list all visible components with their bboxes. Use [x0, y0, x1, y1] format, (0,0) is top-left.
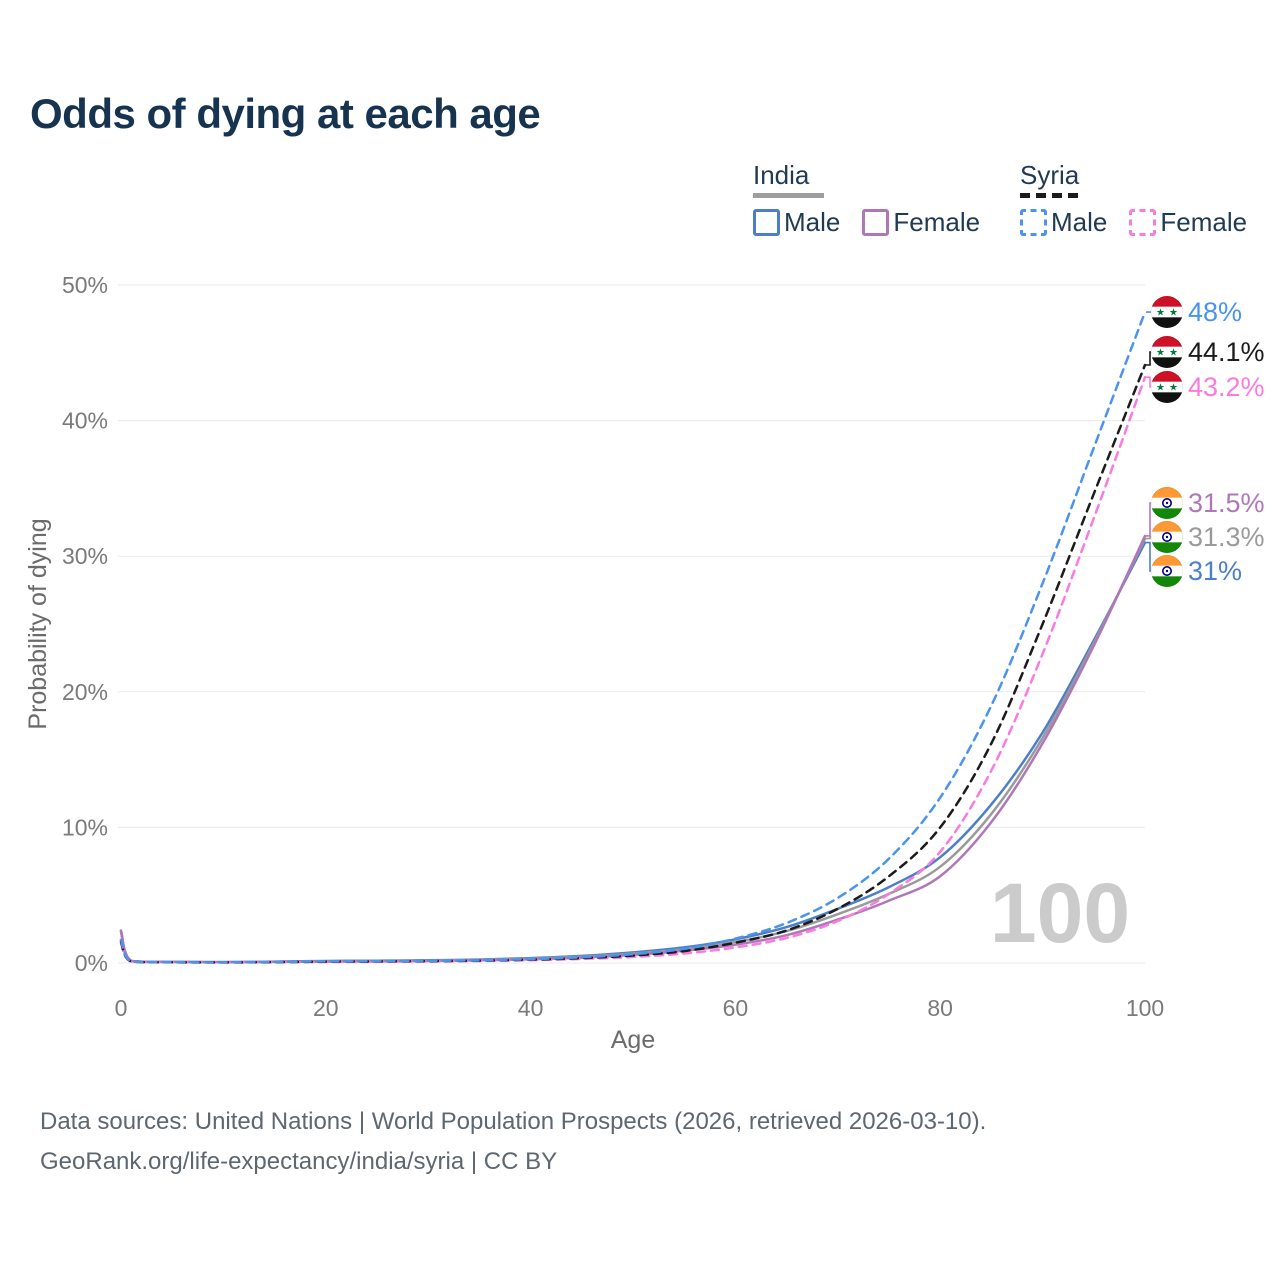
y-tick-label: 40%: [62, 408, 108, 434]
end-label-syria-female: 43.2%: [1188, 372, 1265, 402]
syria-star-glyph: ★: [1156, 308, 1165, 319]
series-line-syria-male: [119, 310, 1147, 964]
y-axis-label: Probability of dying: [24, 518, 52, 729]
y-tick-label: 10%: [62, 814, 108, 840]
legend-country-india[interactable]: India: [753, 160, 810, 190]
end-label-india-female: 31.5%: [1188, 488, 1265, 518]
syria-total-line-swatch: [1020, 193, 1078, 198]
ashoka-chakra-icon: [1162, 531, 1173, 542]
syria-flag-icon: ★ ★: [1151, 296, 1183, 328]
syria-flag-icon: ★ ★: [1151, 371, 1183, 403]
syria-flag-icon: ★ ★: [1151, 336, 1183, 368]
legend-label-syria-male: Male: [1051, 207, 1108, 237]
legend-label-syria-female: Female: [1160, 207, 1248, 237]
end-label-india-total: 31.3%: [1188, 522, 1265, 552]
x-tick-label: 60: [723, 995, 749, 1021]
x-axis-label: Age: [611, 1026, 655, 1054]
footer-attribution: GeoRank.org/life-expectancy/india/syria …: [40, 1148, 558, 1175]
legend-country-syria[interactable]: Syria: [1020, 160, 1080, 190]
y-tick-label: 20%: [62, 679, 108, 705]
legend-label-india-female: Female: [893, 207, 981, 237]
syria-star-glyph: ★: [1169, 308, 1178, 319]
legend-checkbox-india-female[interactable]: [862, 209, 890, 236]
page-title: Odds of dying at each age: [30, 90, 541, 137]
legend-checkbox-syria-female[interactable]: [1129, 209, 1157, 236]
india-flag-icon: [1151, 487, 1183, 519]
legend-checkbox-syria-male[interactable]: [1020, 209, 1047, 236]
x-tick-label: 0: [115, 995, 128, 1021]
ashoka-chakra-icon: [1162, 497, 1173, 508]
x-tick-label: 20: [313, 995, 339, 1021]
legend-checkbox-india-male[interactable]: [753, 209, 780, 236]
ashoka-chakra-icon: [1162, 565, 1173, 576]
x-tick-label: 80: [927, 995, 953, 1021]
india-flag-icon: [1151, 521, 1183, 553]
india-total-line-swatch: [753, 193, 824, 198]
end-label-syria-male: 48%: [1188, 297, 1242, 327]
mortality-chart-svg: 100 ★ ★ 48%★ ★ 44.1%★ ★ 43.2%31.5%31.3%31% 0%1…: [24, 272, 1265, 1054]
y-tick-label: 50%: [62, 272, 108, 298]
y-tick-label: 30%: [62, 543, 108, 569]
age-indicator-watermark: 100: [990, 866, 1130, 960]
legend-group-india: India Male Female: [753, 160, 980, 238]
y-tick-label: 0%: [75, 950, 108, 976]
syria-star-glyph: ★: [1169, 383, 1178, 394]
syria-star-glyph: ★: [1156, 383, 1165, 394]
legend-group-syria: Syria Male Female: [1020, 160, 1247, 238]
footer-data-sources: Data sources: United Nations | World Pop…: [40, 1108, 987, 1135]
india-flag-icon: [1151, 555, 1183, 587]
x-tick-label: 100: [1126, 995, 1164, 1021]
end-label-syria-total: 44.1%: [1188, 337, 1265, 367]
syria-star-glyph: ★: [1169, 348, 1178, 359]
legend-label-india-male: Male: [784, 207, 841, 237]
end-label-india-male: 31%: [1188, 556, 1242, 586]
syria-star-glyph: ★: [1156, 348, 1165, 359]
x-tick-label: 40: [518, 995, 544, 1021]
